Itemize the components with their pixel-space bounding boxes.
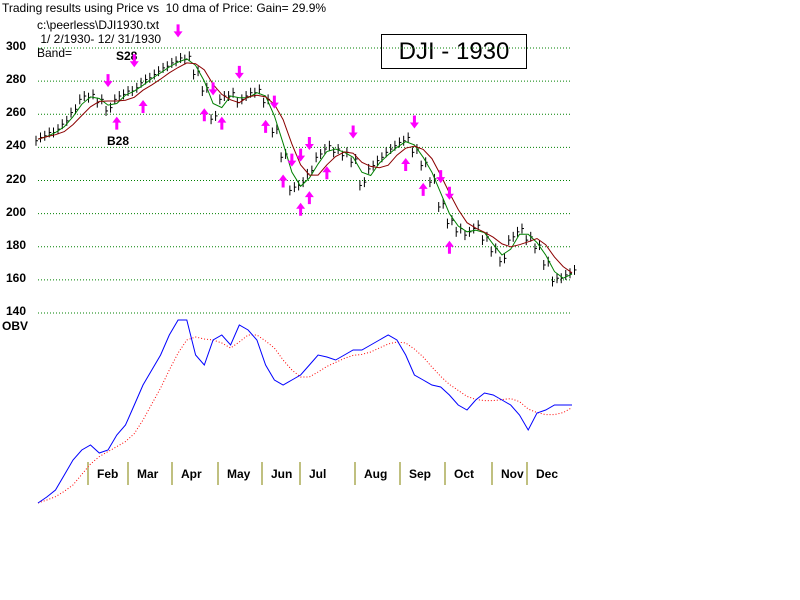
buy-arrow-icon — [322, 166, 332, 180]
chart-title: Trading results using Price vs 10 dma of… — [2, 1, 327, 15]
y-tick-label: 160 — [6, 270, 27, 285]
month-label: Sep — [409, 467, 432, 481]
month-label: May — [227, 467, 251, 481]
y-tick-label: 140 — [6, 304, 27, 318]
buy-arrow-icon — [444, 240, 454, 254]
y-tick-label: 260 — [6, 105, 27, 120]
legend-box: DJI - 1930 — [381, 34, 527, 69]
short-ma-line — [37, 58, 573, 279]
buy-arrow-icon — [304, 191, 314, 205]
sell-arrow-icon — [129, 54, 139, 68]
long-ma-line — [37, 62, 573, 274]
buy-arrow-icon — [112, 116, 122, 130]
date-range: 1/ 2/1930- 12/ 31/1930 — [37, 32, 162, 46]
sell-arrow-icon — [304, 137, 314, 151]
buy-arrow-icon — [401, 157, 411, 171]
sell-arrow-icon — [444, 186, 454, 200]
month-label: Feb — [97, 467, 119, 481]
month-label: Jun — [271, 467, 293, 481]
buy-arrow-icon — [138, 100, 148, 113]
month-label: Oct — [454, 467, 475, 481]
month-label: Jul — [309, 467, 327, 481]
buy-arrow-icon — [261, 119, 271, 133]
sell-arrow-icon — [234, 65, 244, 79]
obv-label: OBV — [2, 319, 29, 333]
y-tick-label: 200 — [6, 204, 27, 219]
buy-arrow-icon — [199, 108, 209, 122]
month-label: Nov — [501, 467, 524, 481]
y-tick-label: 180 — [6, 237, 27, 252]
sell-arrow-icon — [208, 82, 218, 96]
sell-signal-label: S28 — [116, 49, 138, 63]
month-label: Aug — [364, 467, 388, 481]
month-label: Apr — [181, 467, 202, 481]
sell-arrow-icon — [348, 125, 358, 139]
sell-arrow-icon — [287, 153, 297, 167]
buy-arrow-icon — [217, 116, 227, 130]
month-label: Mar — [137, 467, 159, 481]
sell-arrow-icon — [436, 170, 446, 184]
sell-arrow-icon — [409, 115, 419, 129]
buy-arrow-icon — [296, 202, 306, 216]
file-path: c:\peerless\DJI1930.txt — [37, 18, 160, 32]
obv-line — [37, 319, 572, 504]
y-tick-label: 220 — [6, 171, 27, 186]
sell-arrow-icon — [173, 24, 183, 38]
sell-arrow-icon — [269, 95, 279, 109]
band-label: Band= — [37, 46, 73, 60]
buy-arrow-icon — [278, 174, 288, 188]
y-tick-label: 300 — [6, 39, 27, 53]
y-tick-label: 240 — [6, 138, 27, 153]
month-label: Dec — [536, 467, 559, 481]
buy-arrow-icon — [418, 182, 428, 196]
sell-arrow-icon — [296, 148, 306, 162]
buy-signal-label: B28 — [107, 134, 130, 148]
y-tick-label: 280 — [6, 72, 27, 87]
sell-arrow-icon — [103, 74, 113, 88]
